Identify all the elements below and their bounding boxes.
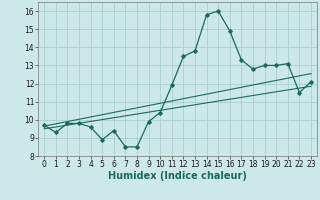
X-axis label: Humidex (Indice chaleur): Humidex (Indice chaleur) [108,171,247,181]
